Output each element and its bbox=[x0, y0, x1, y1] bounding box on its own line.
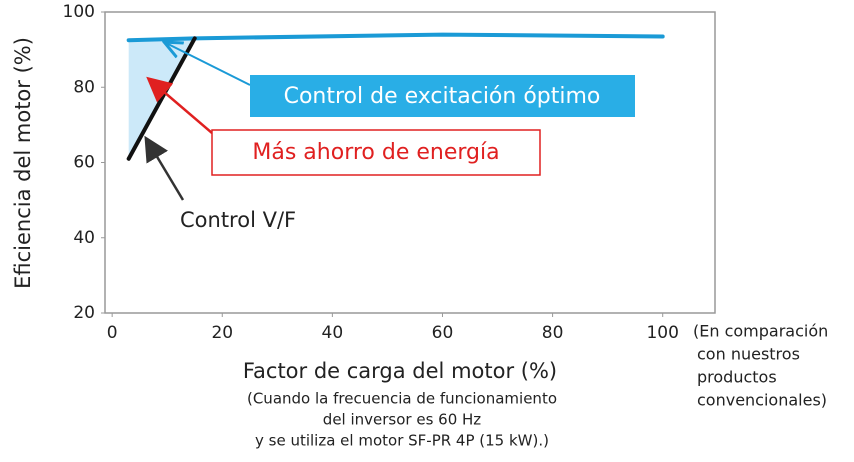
y-tick-label: 60 bbox=[73, 153, 95, 173]
y-tick-label: 80 bbox=[73, 77, 95, 97]
x-tick-label: 80 bbox=[542, 323, 564, 343]
footnote: del inversor es 60 Hz bbox=[323, 411, 482, 429]
x-tick-label: 40 bbox=[322, 323, 344, 343]
footnote: (Cuando la frecuencia de funcionamiento bbox=[247, 390, 557, 408]
comparison-note: productos bbox=[697, 368, 777, 387]
comparison-note: convencionales) bbox=[697, 391, 827, 410]
comparison-note: (En comparación bbox=[693, 322, 828, 341]
series-label: Control de excitación óptimo bbox=[284, 84, 601, 109]
y-tick-label: 20 bbox=[73, 303, 95, 323]
arrow bbox=[166, 43, 251, 86]
y-axis-label: Eficiencia del motor (%) bbox=[11, 37, 35, 289]
x-tick-label: 20 bbox=[211, 323, 233, 343]
label-box bbox=[211, 129, 541, 176]
x-axis-label: Factor de carga del motor (%) bbox=[243, 359, 557, 383]
comparison-note: con nuestros bbox=[697, 345, 800, 364]
footnote: y se utiliza el motor SF-PR 4P (15 kW).) bbox=[255, 432, 549, 450]
x-tick-label: 60 bbox=[432, 323, 454, 343]
series-label: Control V/F bbox=[180, 208, 296, 232]
x-tick-label: 0 bbox=[107, 323, 118, 343]
label-box bbox=[250, 75, 635, 117]
x-tick-label: 100 bbox=[646, 323, 678, 343]
series-line bbox=[126, 32, 665, 43]
savings-label: Más ahorro de energía bbox=[252, 140, 499, 165]
y-tick-label: 40 bbox=[73, 228, 95, 248]
y-tick-label: 100 bbox=[63, 2, 95, 22]
arrow bbox=[144, 135, 185, 201]
arrow bbox=[146, 76, 213, 134]
